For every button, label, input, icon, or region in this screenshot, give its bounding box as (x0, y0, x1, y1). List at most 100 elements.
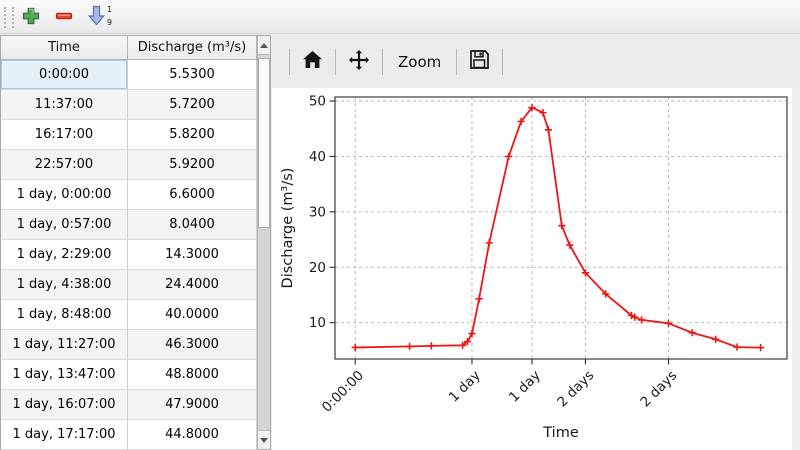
cell-discharge[interactable]: 40.0000 (128, 300, 257, 330)
remove-row-button[interactable] (50, 4, 77, 31)
data-table: Time Discharge (m³/s) 0:00:00 5.5300 11:37… (0, 35, 271, 450)
x-tick-label: 0:00:00 (319, 368, 367, 416)
cell-time[interactable]: 1 day, 11:27:00 (1, 330, 128, 360)
cell-discharge[interactable]: 5.5300 (128, 60, 257, 90)
data-point-marker (757, 344, 765, 352)
sort-rows-button[interactable]: 1 9 (85, 4, 117, 31)
x-tick-label: 1 day (506, 368, 544, 406)
data-point-marker (459, 341, 467, 349)
table-row: 1 day, 2:29:00 14.3000 (1, 240, 257, 270)
scrollbar-thumb[interactable] (258, 58, 270, 228)
data-point-marker (602, 290, 610, 298)
x-tick-label: 2 days (554, 368, 597, 411)
data-point-marker (505, 152, 513, 161)
plus-icon (22, 7, 40, 29)
cell-discharge[interactable]: 46.3000 (128, 330, 257, 360)
cell-discharge[interactable]: 44.8000 (128, 420, 257, 450)
data-point-marker (688, 329, 696, 337)
table-row: 1 day, 8:48:00 40.0000 (1, 300, 257, 330)
cell-time[interactable]: 1 day, 0:00:00 (1, 180, 128, 210)
column-header-discharge[interactable]: Discharge (m³/s) (128, 36, 257, 60)
cell-time[interactable]: 1 day, 2:29:00 (1, 240, 128, 270)
save-button[interactable] (460, 45, 499, 79)
cell-discharge[interactable]: 48.8000 (128, 360, 257, 390)
main-toolbar: 1 9 (0, 0, 800, 34)
svg-text:1: 1 (107, 5, 112, 14)
minus-icon (55, 7, 73, 29)
x-tick-label: 1 day (446, 368, 484, 406)
table-scrollbar[interactable] (257, 36, 270, 449)
cell-discharge[interactable]: 8.0400 (128, 210, 257, 240)
plot-area (334, 96, 788, 360)
discharge-line (355, 106, 761, 349)
cell-discharge[interactable]: 14.3000 (128, 240, 257, 270)
table-row: 16:17:00 5.8200 (1, 120, 257, 150)
table-row: 1 day, 17:17:00 44.8000 (1, 420, 257, 450)
table-row: 1 day, 4:38:00 24.4000 (1, 270, 257, 300)
x-tick-label: 2 days (637, 368, 680, 411)
cell-time[interactable]: 1 day, 17:17:00 (1, 420, 128, 450)
data-point-marker (427, 342, 436, 350)
data-point-marker (581, 269, 590, 277)
data-point-marker (475, 295, 483, 303)
cell-discharge[interactable]: 47.9000 (128, 390, 257, 420)
cell-time[interactable]: 1 day, 8:48:00 (1, 300, 128, 330)
cell-time[interactable]: 0:00:00 (1, 60, 128, 90)
cell-time[interactable]: 22:57:00 (1, 150, 128, 180)
cell-time[interactable]: 1 day, 13:47:00 (1, 360, 128, 390)
toolbar-drag-handle[interactable] (4, 7, 14, 28)
table-row: 1 day, 0:57:00 8.0400 (1, 210, 257, 240)
data-point-marker (539, 109, 547, 117)
y-tick-label: 10 (309, 315, 326, 331)
table-row: 22:57:00 5.9200 (1, 150, 257, 180)
data-point-marker (566, 241, 574, 249)
table-row: 1 day, 13:47:00 48.8000 (1, 360, 257, 390)
save-icon (469, 49, 490, 74)
cell-time[interactable]: 1 day, 0:57:00 (1, 210, 128, 240)
y-axis-label: Discharge (m³/s) (280, 168, 296, 289)
data-point-marker (637, 316, 646, 324)
discharge-plot[interactable]: 10 20 30 40 50 0:00:00 1 day 1 day 2 days 2 days T… (272, 88, 792, 450)
scroll-up-button[interactable] (258, 36, 270, 55)
toolbar-separator (502, 48, 504, 75)
cell-discharge[interactable]: 5.8200 (128, 120, 257, 150)
cell-discharge[interactable]: 6.6000 (128, 180, 257, 210)
data-point-marker (733, 343, 741, 351)
chart-figure: 10 20 30 40 50 0:00:00 1 day 1 day 2 days 2 days T… (272, 88, 792, 450)
add-row-button[interactable] (17, 4, 44, 31)
scroll-down-icon (260, 437, 268, 443)
home-icon (302, 50, 323, 74)
toolbar-separator (456, 48, 458, 75)
table-header: Time Discharge (m³/s) (1, 36, 257, 60)
home-button[interactable] (293, 45, 332, 79)
x-axis-label: Time (542, 425, 579, 441)
y-tick-label: 50 (309, 93, 326, 109)
zoom-button[interactable]: Zoom (398, 52, 442, 71)
y-tick-label: 20 (309, 260, 326, 276)
cell-discharge[interactable]: 5.9200 (128, 150, 257, 180)
data-point-marker (351, 343, 359, 352)
pan-button[interactable] (339, 45, 379, 79)
cell-time[interactable]: 1 day, 16:07:00 (1, 390, 128, 420)
data-point-marker (631, 313, 639, 321)
cell-discharge[interactable]: 5.7200 (128, 90, 257, 120)
table-row: 1 day, 16:07:00 47.9000 (1, 390, 257, 420)
data-point-marker (528, 104, 536, 112)
cell-time[interactable]: 1 day, 4:38:00 (1, 270, 128, 300)
svg-text:9: 9 (107, 18, 112, 27)
y-tick-label: 40 (309, 149, 326, 165)
toolbar-separator (382, 48, 383, 75)
chart-toolbar: Zoom (272, 35, 800, 88)
column-header-time[interactable]: Time (1, 36, 128, 60)
data-point-marker (485, 239, 493, 247)
cell-time[interactable]: 16:17:00 (1, 120, 128, 150)
cell-discharge[interactable]: 24.4000 (128, 270, 257, 300)
data-point-marker (712, 335, 720, 343)
scroll-down-button[interactable] (258, 430, 270, 449)
data-point-marker (664, 319, 673, 327)
sort-ascending-icon: 1 9 (88, 5, 114, 31)
cell-time[interactable]: 11:37:00 (1, 90, 128, 120)
toolbar-separator (289, 48, 290, 75)
scroll-up-icon (260, 42, 268, 48)
